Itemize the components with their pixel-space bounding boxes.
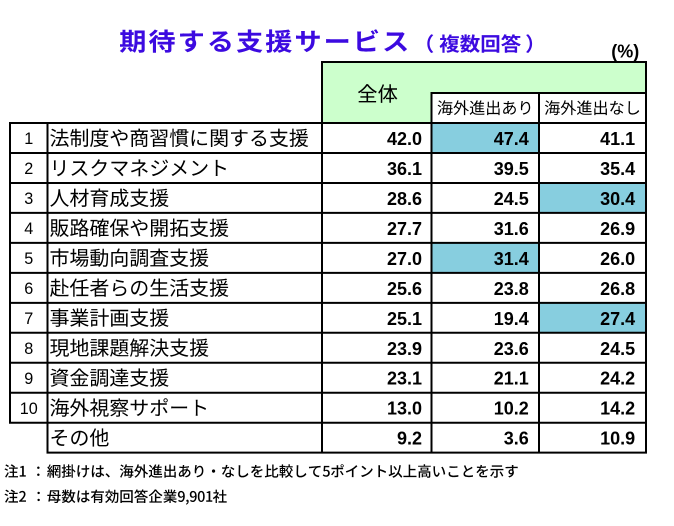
svg-text:21.1: 21.1 (494, 369, 529, 389)
svg-text:10.2: 10.2 (494, 399, 529, 419)
svg-text:41.1: 41.1 (600, 129, 635, 149)
svg-text:19.4: 19.4 (494, 309, 529, 329)
svg-text:3: 3 (24, 190, 33, 208)
svg-text:23.1: 23.1 (387, 369, 422, 389)
svg-text:26.8: 26.8 (600, 279, 635, 299)
svg-text:7: 7 (24, 310, 33, 328)
svg-text:10: 10 (20, 400, 38, 418)
svg-text:23.8: 23.8 (494, 279, 529, 299)
svg-text:47.4: 47.4 (494, 129, 529, 149)
svg-text:27.7: 27.7 (387, 219, 422, 239)
svg-text:24.2: 24.2 (600, 369, 635, 389)
svg-text:25.1: 25.1 (387, 309, 422, 329)
svg-text:9.2: 9.2 (397, 429, 422, 449)
svg-text:8: 8 (24, 340, 33, 358)
svg-text:9: 9 (24, 370, 33, 388)
svg-text:27.0: 27.0 (387, 249, 422, 269)
svg-text:31.6: 31.6 (494, 219, 529, 239)
svg-text:4: 4 (24, 220, 33, 238)
svg-text:3.6: 3.6 (504, 429, 529, 449)
svg-text:36.1: 36.1 (387, 159, 422, 179)
svg-text:6: 6 (24, 280, 33, 298)
svg-text:26.0: 26.0 (600, 249, 635, 269)
svg-text:27.4: 27.4 (600, 309, 635, 329)
svg-text:2: 2 (24, 160, 33, 178)
svg-text:25.6: 25.6 (387, 279, 422, 299)
svg-text:28.6: 28.6 (387, 189, 422, 209)
svg-text:10.9: 10.9 (600, 429, 635, 449)
svg-text:42.0: 42.0 (387, 129, 422, 149)
svg-text:(%): (%) (611, 41, 639, 61)
svg-text:31.4: 31.4 (494, 249, 529, 269)
svg-text:35.4: 35.4 (600, 159, 635, 179)
svg-text:26.9: 26.9 (600, 219, 635, 239)
svg-text:13.0: 13.0 (387, 399, 422, 419)
svg-text:24.5: 24.5 (494, 189, 529, 209)
svg-text:23.6: 23.6 (494, 339, 529, 359)
svg-text:30.4: 30.4 (600, 189, 635, 209)
svg-text:24.5: 24.5 (600, 339, 635, 359)
svg-text:14.2: 14.2 (600, 399, 635, 419)
svg-text:1: 1 (24, 130, 33, 148)
svg-text:39.5: 39.5 (494, 159, 529, 179)
svg-text:5: 5 (24, 250, 33, 268)
svg-text:23.9: 23.9 (387, 339, 422, 359)
